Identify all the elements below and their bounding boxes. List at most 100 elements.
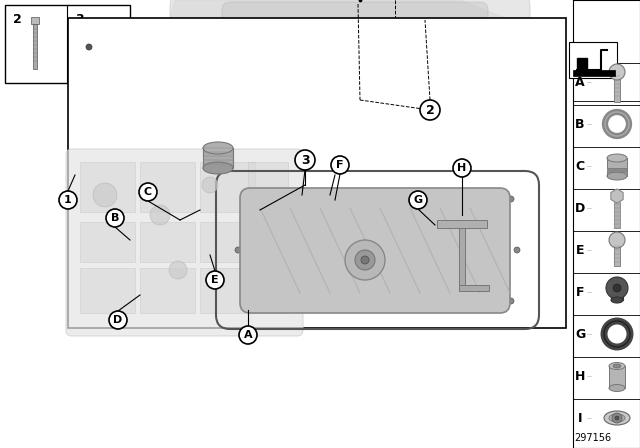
- Text: C: C: [144, 187, 152, 197]
- Bar: [609, 366, 625, 388]
- Bar: [140, 222, 195, 262]
- Circle shape: [508, 298, 514, 304]
- Text: 3: 3: [75, 13, 83, 26]
- Circle shape: [514, 247, 520, 253]
- Circle shape: [409, 191, 427, 209]
- Bar: [72, 27, 106, 47]
- Text: 1: 1: [64, 195, 72, 205]
- Text: B: B: [575, 117, 585, 130]
- Bar: [80, 268, 135, 313]
- Polygon shape: [577, 58, 587, 70]
- Bar: [140, 268, 195, 313]
- Text: A: A: [244, 330, 252, 340]
- FancyBboxPatch shape: [240, 188, 510, 313]
- Text: 2: 2: [13, 13, 21, 26]
- Ellipse shape: [72, 41, 106, 53]
- Bar: [68, 18, 566, 328]
- Text: E: E: [576, 244, 584, 257]
- Circle shape: [241, 298, 247, 304]
- Circle shape: [206, 271, 224, 289]
- Bar: [248, 268, 288, 313]
- Circle shape: [139, 183, 157, 201]
- Text: 3: 3: [301, 154, 309, 167]
- Circle shape: [420, 100, 440, 120]
- Circle shape: [169, 261, 187, 279]
- Bar: [573, 70, 615, 76]
- Circle shape: [609, 64, 625, 80]
- Ellipse shape: [609, 384, 625, 392]
- Ellipse shape: [203, 162, 233, 174]
- Ellipse shape: [604, 411, 630, 425]
- Bar: [248, 222, 288, 262]
- Text: H: H: [575, 370, 585, 383]
- Text: A: A: [575, 76, 585, 89]
- Text: F: F: [336, 160, 344, 170]
- Ellipse shape: [613, 364, 621, 368]
- Text: B: B: [111, 213, 119, 223]
- Bar: [5, 5, 130, 83]
- Circle shape: [355, 250, 375, 270]
- Circle shape: [82, 40, 96, 54]
- Bar: [203, 148, 233, 168]
- Ellipse shape: [607, 154, 627, 162]
- Circle shape: [345, 240, 385, 280]
- Circle shape: [109, 311, 127, 329]
- Circle shape: [453, 159, 471, 177]
- Ellipse shape: [72, 21, 106, 33]
- FancyBboxPatch shape: [66, 149, 303, 336]
- Bar: [614, 196, 620, 228]
- Text: F: F: [576, 285, 584, 298]
- Ellipse shape: [611, 297, 623, 303]
- Circle shape: [615, 416, 619, 420]
- Circle shape: [239, 326, 257, 344]
- Bar: [31, 17, 39, 24]
- Text: D: D: [113, 315, 123, 325]
- Bar: [140, 162, 195, 212]
- Bar: [459, 285, 489, 291]
- Text: D: D: [575, 202, 585, 215]
- Circle shape: [612, 413, 622, 423]
- Circle shape: [508, 196, 514, 202]
- Bar: [573, 0, 640, 448]
- Bar: [420, 35, 480, 110]
- Bar: [355, 25, 410, 115]
- Bar: [200, 162, 255, 212]
- Bar: [607, 168, 627, 172]
- Ellipse shape: [609, 414, 625, 422]
- FancyBboxPatch shape: [170, 0, 530, 170]
- Polygon shape: [160, 0, 540, 145]
- Bar: [33, 24, 37, 69]
- Ellipse shape: [607, 172, 627, 180]
- Circle shape: [59, 191, 77, 209]
- Bar: [80, 162, 135, 212]
- Bar: [195, 30, 275, 110]
- Text: G: G: [575, 327, 585, 340]
- Circle shape: [93, 183, 117, 207]
- Ellipse shape: [203, 142, 233, 154]
- Bar: [248, 162, 288, 212]
- Text: H: H: [458, 163, 467, 173]
- Bar: [459, 225, 465, 290]
- Text: 297156: 297156: [575, 433, 612, 443]
- Text: G: G: [413, 195, 422, 205]
- Circle shape: [331, 156, 349, 174]
- Ellipse shape: [609, 362, 625, 370]
- Circle shape: [374, 190, 380, 196]
- Circle shape: [374, 304, 380, 310]
- Circle shape: [606, 277, 628, 299]
- Text: C: C: [575, 159, 584, 172]
- Circle shape: [202, 177, 218, 193]
- FancyBboxPatch shape: [222, 2, 488, 148]
- Bar: [437, 220, 487, 228]
- Text: 2: 2: [426, 103, 435, 116]
- Bar: [285, 20, 345, 120]
- Polygon shape: [611, 189, 623, 203]
- Circle shape: [106, 209, 124, 227]
- Text: I: I: [578, 412, 582, 425]
- Circle shape: [241, 196, 247, 202]
- Circle shape: [361, 256, 369, 264]
- Circle shape: [609, 232, 625, 248]
- Bar: [569, 42, 617, 78]
- Bar: [200, 222, 255, 262]
- Bar: [80, 222, 135, 262]
